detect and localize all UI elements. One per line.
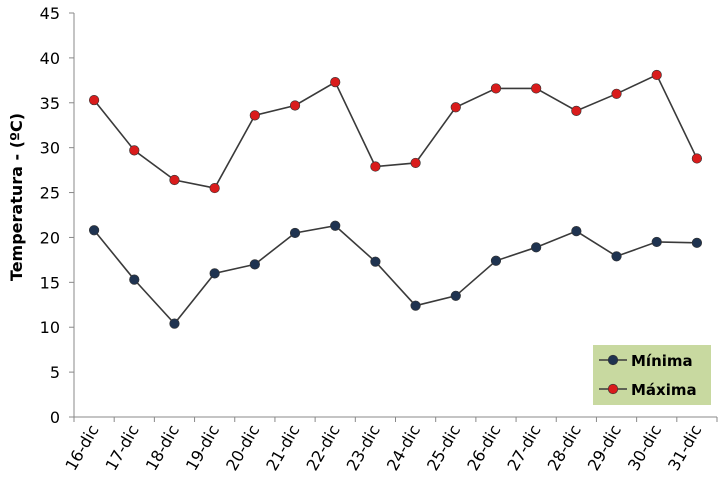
x-tick-label: 26-dic [463, 422, 504, 474]
data-point [571, 105, 582, 116]
data-point [330, 77, 341, 88]
data-point [490, 83, 502, 94]
y-tick-label: 40 [40, 49, 60, 68]
x-tick-label: 27-dic [503, 422, 544, 474]
data-point [289, 100, 301, 111]
data-point [129, 145, 140, 156]
data-point [129, 274, 140, 285]
y-tick-label: 35 [40, 94, 60, 113]
data-point [370, 161, 381, 172]
x-tick-label: 29-dic [584, 422, 625, 474]
x-tick-label: 18-dic [142, 422, 183, 474]
series-line [93, 224, 697, 325]
series-minima [88, 220, 703, 329]
data-point [450, 290, 461, 301]
y-tick-label: 0 [50, 408, 60, 427]
x-tick-label: 19-dic [182, 422, 223, 474]
data-point [370, 256, 381, 267]
y-tick-label: 30 [40, 139, 60, 158]
x-tick-label: 17-dic [102, 422, 143, 474]
data-point [651, 236, 662, 248]
x-tick-label: 20-dic [222, 422, 263, 474]
data-point [531, 242, 542, 253]
data-point [169, 174, 180, 186]
x-tick-label: 21-dic [262, 422, 303, 474]
x-tick-label: 28-dic [544, 422, 585, 474]
data-point [209, 268, 220, 279]
y-tick-label: 10 [40, 318, 60, 337]
data-point [249, 110, 260, 121]
x-tick-label: 31-dic [664, 422, 705, 474]
data-point [611, 251, 622, 262]
x-tick-label: 30-dic [624, 422, 665, 474]
legend-label: Mínima [631, 352, 693, 370]
x-tick-label: 23-dic [343, 422, 384, 474]
data-point [88, 225, 100, 236]
x-tick-label: 22-dic [302, 422, 343, 474]
legend: Mínima Máxima [593, 345, 711, 405]
data-point [289, 227, 301, 239]
data-point [531, 83, 542, 94]
y-tick-label: 25 [40, 184, 60, 203]
data-point [571, 226, 582, 237]
y-tick-labels: 0 5 10 15 20 25 30 35 40 45 [40, 4, 74, 427]
series-line [93, 73, 698, 189]
y-axis-label: Temperatura - (ºC) [7, 113, 26, 281]
y-tick-label: 5 [50, 363, 60, 382]
data-point [330, 220, 341, 231]
x-tick-label: 16-dic [61, 422, 102, 474]
data-point [88, 94, 100, 106]
data-point [490, 255, 502, 266]
series-group [88, 69, 703, 329]
data-point [651, 69, 662, 81]
data-point [410, 157, 421, 169]
data-point [611, 88, 622, 99]
series-maxima [88, 69, 703, 194]
data-point [691, 237, 703, 248]
data-point [209, 182, 220, 194]
data-point [169, 318, 180, 329]
y-tick-label: 20 [40, 228, 60, 247]
x-tick-label: 25-dic [423, 422, 464, 474]
data-point [691, 153, 703, 164]
legend-marker [607, 354, 619, 366]
legend-marker [607, 383, 619, 395]
data-point [450, 102, 461, 113]
y-tick-label: 15 [40, 273, 60, 292]
x-tick-label: 24-dic [383, 422, 424, 474]
data-point [410, 300, 421, 311]
x-tick-labels: 16-dic17-dic18-dic19-dic20-dic21-dic22-d… [61, 417, 718, 474]
y-tick-label: 45 [40, 4, 60, 23]
legend-label: Máxima [631, 381, 697, 399]
data-point [249, 259, 260, 270]
